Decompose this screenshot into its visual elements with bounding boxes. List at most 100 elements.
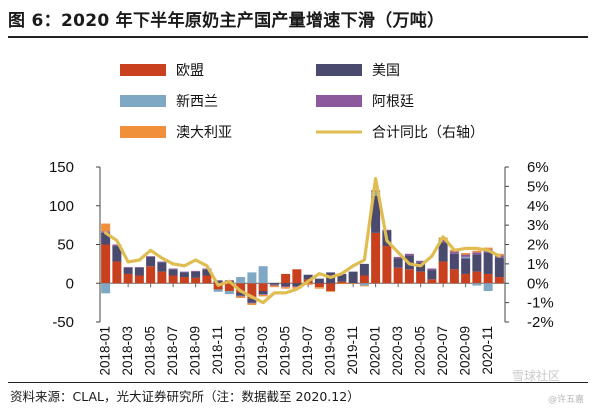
bar-新西兰-2018-11 [213, 289, 223, 292]
bar-新西兰-2020-10 [472, 283, 482, 286]
right-tick-label: 4% [527, 198, 549, 215]
source-rule [8, 382, 588, 383]
right-tick-label: -1% [527, 295, 554, 312]
bar-阿根廷-2020-09 [461, 254, 471, 257]
point-total-yoy-2018-01 [104, 232, 107, 234]
bar-美国-2018-01 [101, 232, 111, 245]
legend-label-3: 新西兰 [176, 94, 218, 110]
right-tick-label: 3% [527, 217, 549, 234]
bar-欧盟-2018-09 [191, 277, 201, 284]
right-tick-label: 1% [527, 256, 549, 273]
bar-美国-2019-01 [236, 292, 246, 296]
bar-欧盟-2020-08 [449, 269, 459, 284]
bar-欧盟-2020-02 [382, 246, 392, 284]
bar-美国-2020-11 [483, 252, 493, 274]
bar-欧盟-2018-10 [202, 275, 212, 284]
bar-欧盟-2019-10 [337, 281, 347, 284]
bar-阿根廷-2020-05 [416, 260, 426, 263]
bar-阿根廷-2020-06 [427, 268, 437, 271]
bar-阿根廷-2020-10 [472, 252, 482, 255]
point-total-yoy-2018-10 [206, 265, 208, 267]
bar-欧盟-2020-07 [438, 261, 448, 284]
point-total-yoy-2018-08 [183, 265, 186, 267]
bar-阿根廷-2018-07 [168, 268, 178, 270]
bar-新西兰-2019-03 [258, 266, 268, 284]
x-tick-label: 2019-11 [345, 326, 360, 375]
bars [101, 190, 504, 305]
legend-label-2: 美国 [372, 63, 400, 79]
watermark-user: @许五嘉 [548, 395, 585, 405]
left-tick-label: 100 [49, 198, 74, 215]
source-note: 资料来源：CLAL，光大证券研究所（注：数据截至 2020.12） [10, 389, 360, 404]
axes: -50 0 50 100 150 -2% -1% 0% 1% 2% 3% 4% 5% 6% 2018-01 2… [49, 159, 554, 376]
x-tick-label: 2018-11 [210, 326, 225, 375]
bar-新西兰-2018-12 [224, 291, 234, 295]
bar-欧盟-2018-02 [112, 261, 122, 284]
bar-阿根廷-2019-02 [247, 302, 257, 304]
bar-欧盟-2020-04 [404, 269, 414, 284]
bar-美国-2020-10 [472, 254, 482, 272]
line-total-yoy [103, 177, 501, 305]
total-yoy-line [103, 177, 501, 305]
legend-swatch-5 [120, 126, 166, 138]
bar-澳大利亚-2019-02 [247, 303, 257, 305]
bar-美国-2018-03 [123, 267, 133, 274]
legend-label-1: 欧盟 [176, 63, 204, 79]
right-tick-label: 0% [527, 275, 549, 292]
right-tick-label: 6% [527, 159, 549, 176]
bar-美国-2018-06 [157, 262, 167, 272]
bar-欧盟-2020-12 [494, 277, 504, 284]
bar-澳大利亚-2020-10 [472, 250, 482, 253]
bar-澳大利亚-2019-05 [281, 287, 291, 289]
left-tick-label: 150 [49, 159, 74, 176]
bar-欧盟-2020-06 [427, 279, 437, 284]
bar-澳大利亚-2020-09 [461, 253, 471, 255]
legend-swatch-2 [316, 64, 362, 76]
x-tick-label: 2020-01 [368, 326, 383, 376]
x-tick-label: 2019-09 [323, 326, 338, 376]
chart-title: 图 6：2020 年下半年原奶主产国产量增速下滑（万吨） [8, 11, 445, 31]
x-tick-label: 2018-09 [188, 326, 203, 376]
bar-澳大利亚-2019-04 [269, 285, 279, 288]
bar-澳大利亚-2018-01 [101, 223, 111, 232]
right-tick-label: 5% [527, 178, 549, 195]
bar-美国-2018-05 [146, 256, 156, 267]
point-total-yoy-2020-12 [498, 255, 501, 257]
bar-新西兰-2020-11 [483, 283, 493, 291]
x-tick-label: 2018-03 [120, 326, 135, 376]
bar-新西兰-2018-01 [101, 283, 111, 294]
point-total-yoy-2019-07 [307, 280, 309, 283]
point-total-yoy-2020-05 [419, 265, 422, 267]
left-tick-label: 0 [66, 275, 74, 292]
bar-澳大利亚-2019-09 [326, 291, 336, 292]
x-tick-label: 2019-01 [233, 326, 248, 376]
bar-美国-2018-04 [134, 267, 144, 276]
bar-新西兰-2020-09 [461, 256, 471, 259]
bar-欧盟-2020-11 [483, 273, 493, 284]
x-tick-label: 2018-07 [165, 326, 180, 376]
bar-阿根廷-2019-06 [292, 286, 302, 288]
legend-label-5: 澳大利亚 [176, 125, 232, 141]
x-tick-label: 2020-03 [390, 326, 405, 376]
point-total-yoy-2020-01 [374, 177, 377, 180]
bar-美国-2019-02 [247, 298, 257, 303]
point-total-yoy-2019-03 [262, 301, 264, 304]
bar-美国-2019-11 [348, 271, 358, 284]
point-total-yoy-2018-11 [217, 284, 219, 286]
bar-美国-2020-03 [393, 258, 403, 268]
bar-欧盟-2020-01 [371, 232, 381, 284]
bar-美国-2019-06 [292, 283, 302, 287]
bar-阿根廷-2019-04 [269, 284, 279, 286]
bar-美国-2018-07 [168, 269, 178, 276]
bar-阿根廷-2019-03 [258, 294, 268, 295]
bar-美国-2019-07 [303, 274, 313, 280]
point-total-yoy-2018-05 [149, 249, 152, 252]
point-total-yoy-2018-06 [161, 257, 163, 259]
bar-澳大利亚-2019-08 [314, 287, 324, 289]
x-tick-label: 2018-01 [98, 326, 113, 376]
bar-阿根廷-2020-04 [404, 253, 414, 256]
point-total-yoy-2018-03 [127, 261, 129, 263]
bar-美国-2018-08 [179, 272, 189, 278]
point-total-yoy-2019-10 [341, 272, 343, 275]
